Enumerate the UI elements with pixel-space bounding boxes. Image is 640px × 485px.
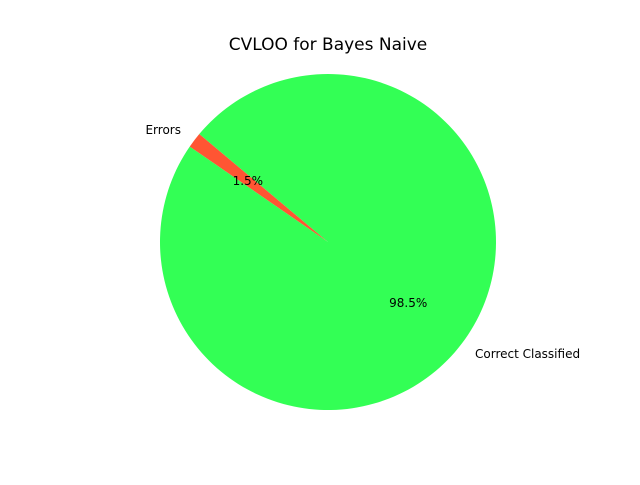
chart-title: CVLOO for Bayes Naive: [229, 35, 428, 55]
pie-slice-errors: [189, 134, 328, 242]
pie-labels: Errors 1.5% Correct Classified 98.5%: [145, 123, 580, 361]
slice-percent-correct-classified: 98.5%: [389, 296, 427, 310]
pie-slice-correct-classified: [159, 74, 496, 411]
pie-slices: [159, 74, 496, 411]
slice-label-correct-classified: Correct Classified: [475, 347, 580, 361]
slice-percent-errors: 1.5%: [233, 174, 264, 188]
slice-label-errors: Errors: [145, 123, 181, 137]
